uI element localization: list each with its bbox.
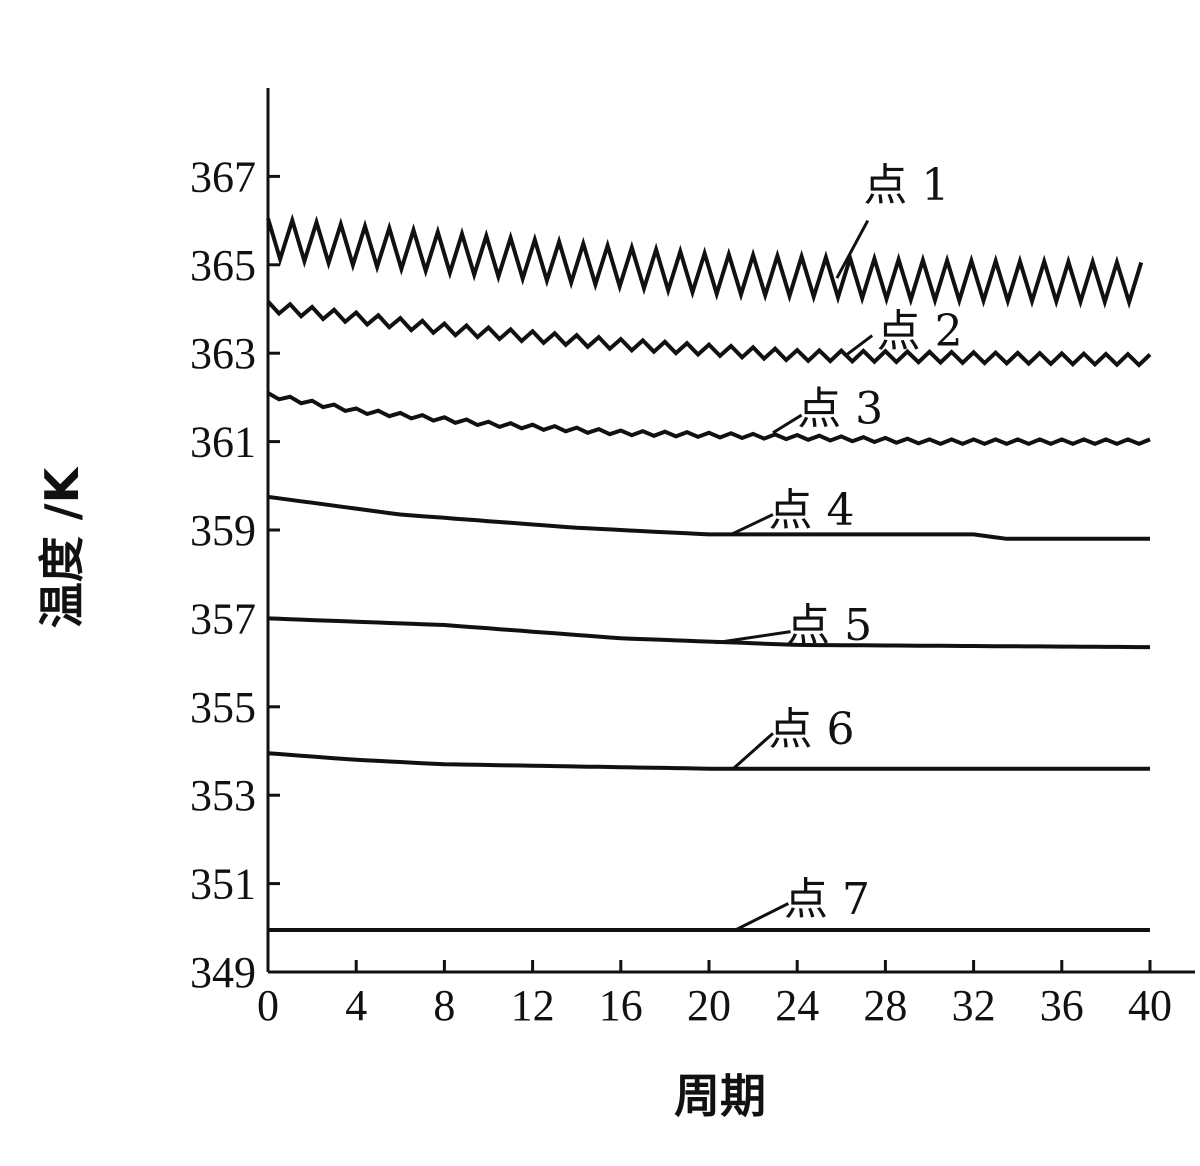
series-line-5 — [267, 616, 1150, 650]
y-tick-label-361: 361 — [190, 418, 256, 467]
x-tick-label-32: 32 — [952, 981, 996, 1030]
y-tick-label-355: 355 — [190, 683, 256, 732]
series-pointer-1 — [835, 219, 870, 279]
y-tick-label-353: 353 — [190, 771, 256, 820]
series-pointer-7 — [734, 902, 790, 932]
x-tick-label-24: 24 — [775, 981, 819, 1030]
series-label-2: 点 2 — [877, 306, 963, 357]
axes: 349 351 353 355 357 359 361 363 365 367 0 4 8 12 16 20 2… — [190, 88, 1195, 1030]
series-pointer-4 — [730, 513, 774, 536]
x-tick-label-16: 16 — [599, 981, 643, 1030]
y-tick-label-367: 367 — [190, 152, 256, 201]
y-axis-title: 温度 /K — [35, 465, 89, 628]
x-tick-label-4: 4 — [345, 981, 367, 1030]
series-pointer-6 — [732, 732, 774, 770]
series-label-3: 点 3 — [797, 383, 883, 434]
series-line-6 — [267, 751, 1150, 771]
series-label-7: 点 7 — [784, 874, 870, 925]
series-line-2 — [266, 300, 1152, 368]
series-group — [266, 213, 1152, 932]
y-tick-label-357: 357 — [190, 594, 256, 643]
series-labels: 点 1 点 2 点 3 点 4 点 5 点 6 点 7 — [715, 160, 963, 932]
series-pointer-3 — [772, 413, 803, 435]
x-tick-label-28: 28 — [863, 981, 907, 1030]
y-tick-label-351: 351 — [190, 860, 256, 909]
x-tick-label-36: 36 — [1040, 981, 1084, 1030]
series-line-3 — [267, 391, 1151, 446]
x-tick-label-40: 40 — [1128, 981, 1172, 1030]
x-tick-label-8: 8 — [433, 981, 455, 1030]
y-tick-label-359: 359 — [190, 506, 256, 555]
y-tick-label-349: 349 — [190, 948, 256, 997]
x-tick-label-12: 12 — [511, 981, 555, 1030]
x-tick-label-0: 0 — [257, 981, 279, 1030]
series-label-6: 点 6 — [769, 704, 855, 755]
x-tick-label-20: 20 — [687, 981, 731, 1030]
series-pointer-2 — [844, 334, 874, 357]
y-tick-label-363: 363 — [190, 329, 256, 378]
series-line-1 — [266, 213, 1144, 310]
series-label-1: 点 1 — [863, 160, 949, 211]
series-label-5: 点 5 — [786, 600, 872, 651]
x-axis-title: 周期 — [674, 1069, 766, 1123]
series-pointer-5 — [715, 630, 791, 645]
y-tick-label-365: 365 — [190, 241, 256, 290]
series-line-4 — [267, 494, 1150, 541]
series-label-4: 点 4 — [769, 485, 855, 536]
